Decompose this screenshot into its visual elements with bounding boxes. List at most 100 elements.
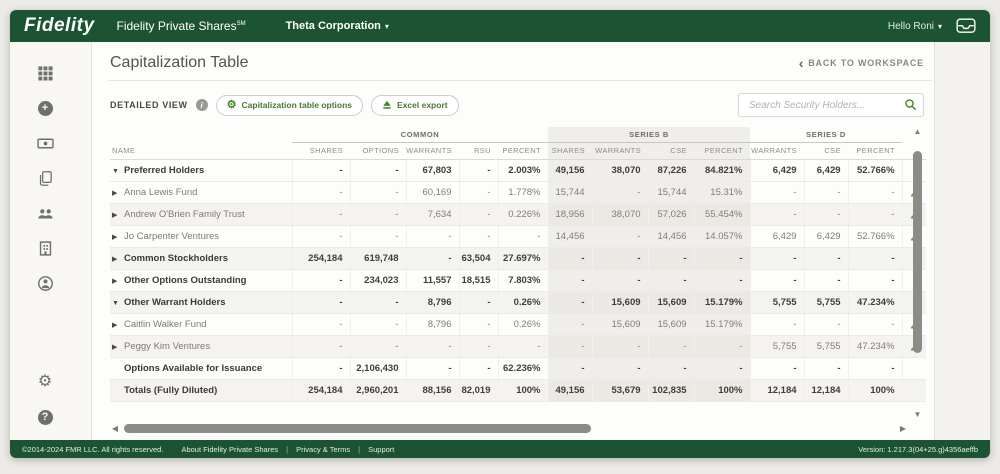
value-cell: - <box>291 203 350 226</box>
column-header: WARRANTS <box>592 142 649 160</box>
column-header-row: NAME SHARES OPTIONS WARRANTS RSU PERCENT SHARE… <box>110 142 927 160</box>
table-row[interactable]: ▶ Other Options Outstanding -234,023 11,557… <box>110 269 927 292</box>
value-cell: - <box>547 269 593 292</box>
company-icon[interactable] <box>36 239 54 257</box>
horizontal-scroll-thumb[interactable] <box>124 423 591 433</box>
company-selector[interactable]: Theta Corporation ▾ <box>285 20 389 32</box>
scroll-right-icon[interactable]: ▶ <box>899 423 907 433</box>
name-group-spacer <box>110 127 292 142</box>
grid-icon[interactable] <box>36 64 54 82</box>
table-row[interactable]: ▼ Preferred Holders - -67,803-2.003% 49,156 3… <box>110 159 927 182</box>
expand-arrow-icon[interactable]: ▶ <box>112 233 118 241</box>
footer-link[interactable]: Privacy & Terms <box>296 444 351 454</box>
horizontal-scroll-track[interactable] <box>120 423 898 433</box>
vertical-scroll-track[interactable] <box>913 137 922 410</box>
expand-arrow-icon[interactable]: ▶ <box>112 255 118 263</box>
value-cell: 47.234% <box>847 291 903 314</box>
chevron-left-icon: ‹ <box>798 55 805 71</box>
footer-links: About Fidelity Private Shares | Privacy & … <box>181 445 394 454</box>
value-cell: - <box>458 159 498 182</box>
cap-table-options-button[interactable]: ⚙ Capitalization table options <box>215 94 364 116</box>
table-row[interactable]: Totals (Fully Diluted) 254,184 2,960,201 88… <box>110 379 927 402</box>
user-menu[interactable]: Hello Roni ▾ <box>887 20 942 32</box>
search-input[interactable] <box>738 93 924 117</box>
excel-export-button[interactable]: Excel export <box>371 94 459 116</box>
documents-icon[interactable] <box>36 169 54 187</box>
column-header-name: NAME <box>110 142 292 160</box>
vertical-scroll-thumb[interactable] <box>913 151 922 354</box>
scroll-up-icon[interactable]: ▲ <box>913 127 922 136</box>
value-cell: - <box>749 203 805 226</box>
value-cell: - <box>847 357 903 380</box>
value-cell: - <box>847 313 903 336</box>
info-icon[interactable]: i <box>195 99 208 111</box>
back-to-workspace-link[interactable]: ‹ BACK TO WORKSPACE <box>798 55 924 71</box>
expand-arrow-icon[interactable]: ▶ <box>112 277 118 285</box>
footer-link[interactable]: About Fidelity Private Shares <box>181 444 279 454</box>
value-cell: 2,960,201 <box>349 379 406 402</box>
column-group-label: SERIES B <box>548 127 751 143</box>
payments-icon[interactable] <box>36 134 54 152</box>
value-cell: - <box>349 291 406 314</box>
table-row[interactable]: ▶ Jo Carpenter Ventures - - - - -14,456-14,456… <box>110 225 927 248</box>
scroll-down-icon[interactable]: ▼ <box>913 410 922 419</box>
value-cell: - <box>349 313 406 336</box>
inbox-icon[interactable] <box>956 18 976 34</box>
table-row[interactable]: ▶ Andrew O'Brien Family Trust - -7,634-0.22… <box>110 203 927 226</box>
collapse-arrow-icon[interactable]: ▼ <box>112 167 119 175</box>
column-header: PERCENT <box>498 142 549 160</box>
column-header: WARRANTS <box>406 142 459 160</box>
table-row[interactable]: ▶ Peggy Kim Ventures - - - - - - - - -5,755 5,755 47… <box>110 335 927 358</box>
value-cell: - <box>405 357 459 380</box>
value-cell: 82,019 <box>458 379 498 402</box>
value-cell: - <box>405 335 459 358</box>
expand-arrow-icon[interactable]: ▶ <box>112 211 118 219</box>
value-cell: - <box>547 291 593 314</box>
value-cell: - <box>591 269 649 292</box>
value-cell: - <box>291 335 350 358</box>
collapse-arrow-icon[interactable]: ▼ <box>112 299 119 307</box>
holder-name: Peggy Kim Ventures <box>124 340 211 352</box>
table-row[interactable]: Options Available for Issuance -2,106,430… <box>110 357 927 380</box>
team-icon[interactable] <box>36 204 54 222</box>
holder-name-cell: ▶ Common Stockholders <box>110 247 292 270</box>
value-cell: 38,070 <box>591 159 649 182</box>
expand-arrow-icon[interactable]: ▶ <box>112 189 118 197</box>
chevron-down-icon: ▾ <box>937 21 942 31</box>
footer-link[interactable]: Support <box>368 444 395 454</box>
table-row[interactable]: ▶ Anna Lewis Fund - -60,169-1.778% 15,744-15… <box>110 181 927 204</box>
footer: ©2014-2024 FMR LLC. All rights reserved.… <box>10 440 990 458</box>
scroll-left-icon[interactable]: ◀ <box>111 423 119 433</box>
column-group-label: SERIES D <box>750 127 903 143</box>
value-cell: 14.057% <box>693 225 751 248</box>
value-cell: 8,796 <box>405 291 459 314</box>
settings-icon[interactable]: ⚙ <box>37 373 53 390</box>
value-cell: - <box>847 247 903 270</box>
table-row[interactable]: ▶ Caitlin Walker Fund - -8,796-0.26% -15,609… <box>110 313 927 336</box>
profile-icon[interactable] <box>36 274 54 292</box>
holder-name: Other Warrant Holders <box>124 296 226 308</box>
search-icon[interactable] <box>904 98 917 111</box>
table-row[interactable]: ▶ Common Stockholders 254,184 619,748-63,50… <box>110 247 927 270</box>
expand-arrow-icon[interactable]: ▶ <box>112 343 118 351</box>
value-cell: 100% <box>847 379 903 402</box>
value-cell: 52.766% <box>847 159 903 182</box>
value-cell: 5,755 <box>803 291 849 314</box>
value-cell: 15,609 <box>591 291 649 314</box>
value-cell: - <box>591 247 649 270</box>
value-cell: 15,609 <box>591 313 649 336</box>
value-cell: - <box>497 335 549 358</box>
expand-arrow-icon[interactable]: ▶ <box>112 321 118 329</box>
holder-name-cell: ▶ Other Options Outstanding <box>110 269 292 292</box>
help-icon[interactable]: ? <box>36 408 54 426</box>
holder-name: Other Options Outstanding <box>124 274 247 286</box>
sidebar: + ⚙? <box>10 42 92 440</box>
value-cell: - <box>349 159 406 182</box>
add-icon[interactable]: + <box>36 99 54 117</box>
holder-name-cell: ▼ Preferred Holders <box>110 159 292 182</box>
value-cell: - <box>647 357 695 380</box>
value-cell: - <box>291 225 350 248</box>
search-box <box>738 93 924 117</box>
table-row[interactable]: ▼ Other Warrant Holders - -8,796-0.26% -15,6… <box>110 291 927 314</box>
